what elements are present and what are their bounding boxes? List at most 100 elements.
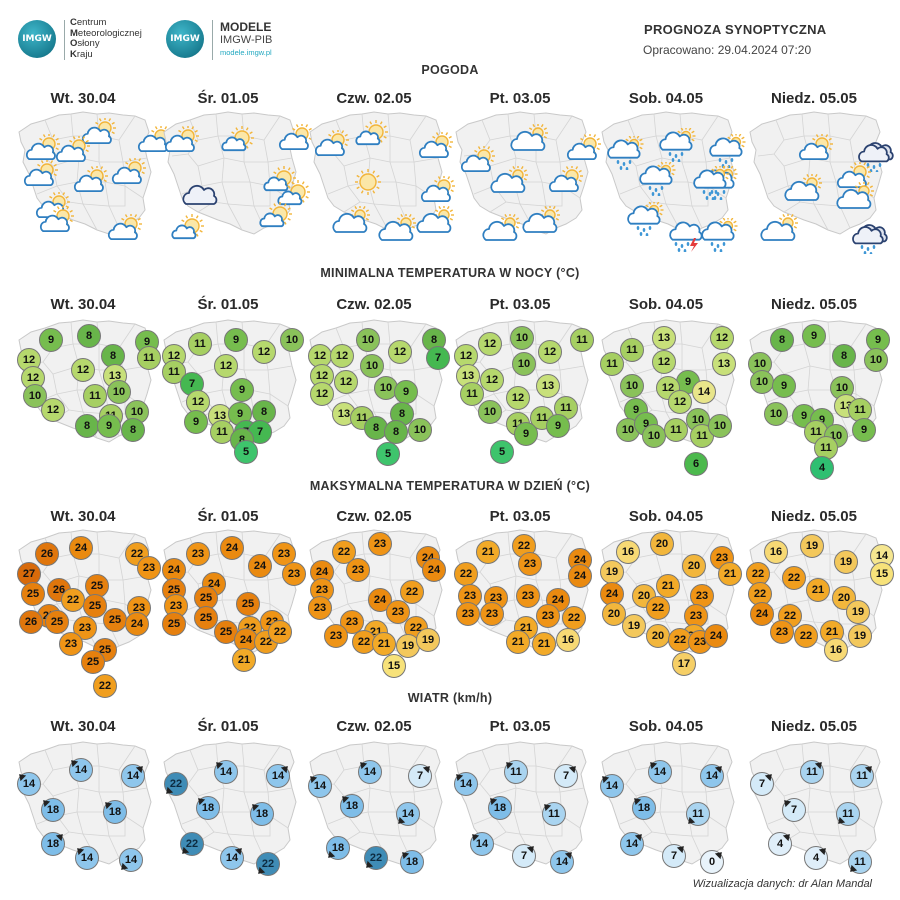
wind-speed-badge: 14 xyxy=(470,832,494,856)
section-title-wind: WIATR (km/h) xyxy=(407,691,493,705)
tmax-value-badge: 22 xyxy=(646,596,670,620)
day-label: Śr. 01.05 xyxy=(197,90,259,107)
tmax-value-badge: 25 xyxy=(236,592,260,616)
tmax-value-badge: 23 xyxy=(456,602,480,626)
modele-subtitle: IMGW-PIB xyxy=(220,34,273,46)
modele-url-link[interactable]: modele.imgw.pl xyxy=(220,48,272,57)
tmax-value-badge: 25 xyxy=(85,574,109,598)
tmin-value-badge: 10 xyxy=(510,326,534,350)
day-label: Śr. 01.05 xyxy=(197,718,259,735)
tmax-value-badge: 19 xyxy=(834,550,858,574)
region-border xyxy=(109,186,126,207)
tmax-value-badge: 19 xyxy=(800,534,824,558)
day-label: Niedz. 05.05 xyxy=(771,718,857,735)
tmin-value-badge: 8 xyxy=(75,414,99,438)
tmax-value-badge: 25 xyxy=(194,586,218,610)
tmin-value-badge: 9 xyxy=(224,328,248,352)
tmax-value-badge: 19 xyxy=(600,560,624,584)
tmax-value-badge: 22 xyxy=(794,624,818,648)
tmax-value-badge: 24 xyxy=(162,558,186,582)
logo-divider xyxy=(212,20,213,60)
day-label: Czw. 02.05 xyxy=(336,718,412,735)
wind-speed-badge: 14 xyxy=(600,774,624,798)
tmin-value-badge: 10 xyxy=(708,414,732,438)
wind-speed-badge: 11 xyxy=(504,760,528,784)
region-border xyxy=(707,815,727,829)
wind-speed-badge: 14 xyxy=(220,846,244,870)
wind-speed-badge: 11 xyxy=(850,764,874,788)
tmin-value-badge: 8 xyxy=(832,344,856,368)
wind-marker: 18 xyxy=(103,800,127,824)
tmax-value-badge: 23 xyxy=(324,624,348,648)
region-border xyxy=(839,413,851,437)
tmin-value-badge: 10 xyxy=(620,374,644,398)
partly-cloudy-icon xyxy=(109,157,149,196)
partly-cloudy-icon xyxy=(71,165,111,204)
tmax-value-badge: 23 xyxy=(137,556,161,580)
partly-cloudy-icon xyxy=(53,135,93,174)
tmin-value-badge: 5 xyxy=(234,440,258,464)
tmin-value-badge: 12 xyxy=(710,326,734,350)
tmin-value-badge: 10 xyxy=(864,348,888,372)
wind-marker: 11 xyxy=(848,850,872,874)
wind-marker: 11 xyxy=(542,802,566,826)
wind-marker: 14 xyxy=(396,802,420,826)
partly-cloudy-icon xyxy=(79,117,119,156)
tmax-value-badge: 26 xyxy=(35,542,59,566)
partly-sunny-icon xyxy=(168,214,208,252)
tmax-value-badge: 22 xyxy=(400,580,424,604)
tmin-value-badge: 9 xyxy=(514,422,538,446)
wind-speed-badge: 18 xyxy=(632,796,656,820)
tmax-value-badge: 23 xyxy=(308,596,332,620)
tmin-value-badge: 10 xyxy=(642,424,666,448)
partly-cloudy-icon xyxy=(796,133,836,172)
wind-marker: 18 xyxy=(632,796,656,820)
day-label: Niedz. 05.05 xyxy=(771,90,857,107)
wind-speed-badge: 4 xyxy=(768,832,792,856)
day-label: Niedz. 05.05 xyxy=(771,296,857,313)
wind-speed-badge: 14 xyxy=(214,760,238,784)
tmax-value-badge: 25 xyxy=(81,650,105,674)
cloudy-dark-icon xyxy=(180,178,220,216)
tmin-value-badge: 13 xyxy=(712,352,736,376)
wind-marker: 14 xyxy=(454,772,478,796)
wind-marker: 7 xyxy=(782,798,806,822)
partly-sunny-icon xyxy=(218,126,258,164)
tmax-value-badge: 17 xyxy=(672,652,696,676)
wind-speed-badge: 18 xyxy=(400,850,424,874)
tmax-value-badge: 23 xyxy=(536,604,560,628)
day-label: Sob. 04.05 xyxy=(628,90,704,107)
region-border xyxy=(691,205,703,229)
tmax-value-badge: 24 xyxy=(69,536,93,560)
cmok-text: Centrum Meteorologicznej Osłony Kraju xyxy=(70,17,142,60)
wind-marker: 14 xyxy=(75,846,99,870)
tmax-value-badge: 22 xyxy=(562,606,586,630)
tmax-value-badge: 24 xyxy=(750,602,774,626)
tmin-value-badge: 9 xyxy=(184,410,208,434)
tmax-value-badge: 22 xyxy=(454,562,478,586)
wind-marker: 18 xyxy=(326,836,350,860)
region-border xyxy=(108,835,120,859)
wind-speed-badge: 7 xyxy=(554,764,578,788)
tmax-value-badge: 23 xyxy=(346,558,370,582)
day-label: Pt. 03.05 xyxy=(489,508,551,525)
section-title-weather: POGODA xyxy=(421,63,479,77)
wind-speed-badge: 14 xyxy=(700,764,724,788)
cloudy-dark-rain-icon xyxy=(850,220,890,258)
region-border xyxy=(707,603,727,617)
day-label: Wt. 30.04 xyxy=(50,90,116,107)
wind-marker: 22 xyxy=(256,852,280,876)
day-label: Czw. 02.05 xyxy=(336,296,412,313)
region-border xyxy=(124,185,144,199)
tmin-value-badge: 11 xyxy=(460,382,484,406)
wind-speed-badge: 14 xyxy=(121,764,145,788)
partly-cloudy-icon xyxy=(276,123,316,162)
tmin-value-badge: 9 xyxy=(394,380,418,404)
tmax-value-badge: 24 xyxy=(568,564,592,588)
wind-marker: 14 xyxy=(69,758,93,782)
tmin-value-badge: 12 xyxy=(252,340,276,364)
cmok-line: Meteorologicznej xyxy=(70,28,142,40)
wind-speed-badge: 0 xyxy=(700,850,724,874)
tmax-value-badge: 16 xyxy=(616,540,640,564)
wind-marker: 7 xyxy=(662,844,686,868)
